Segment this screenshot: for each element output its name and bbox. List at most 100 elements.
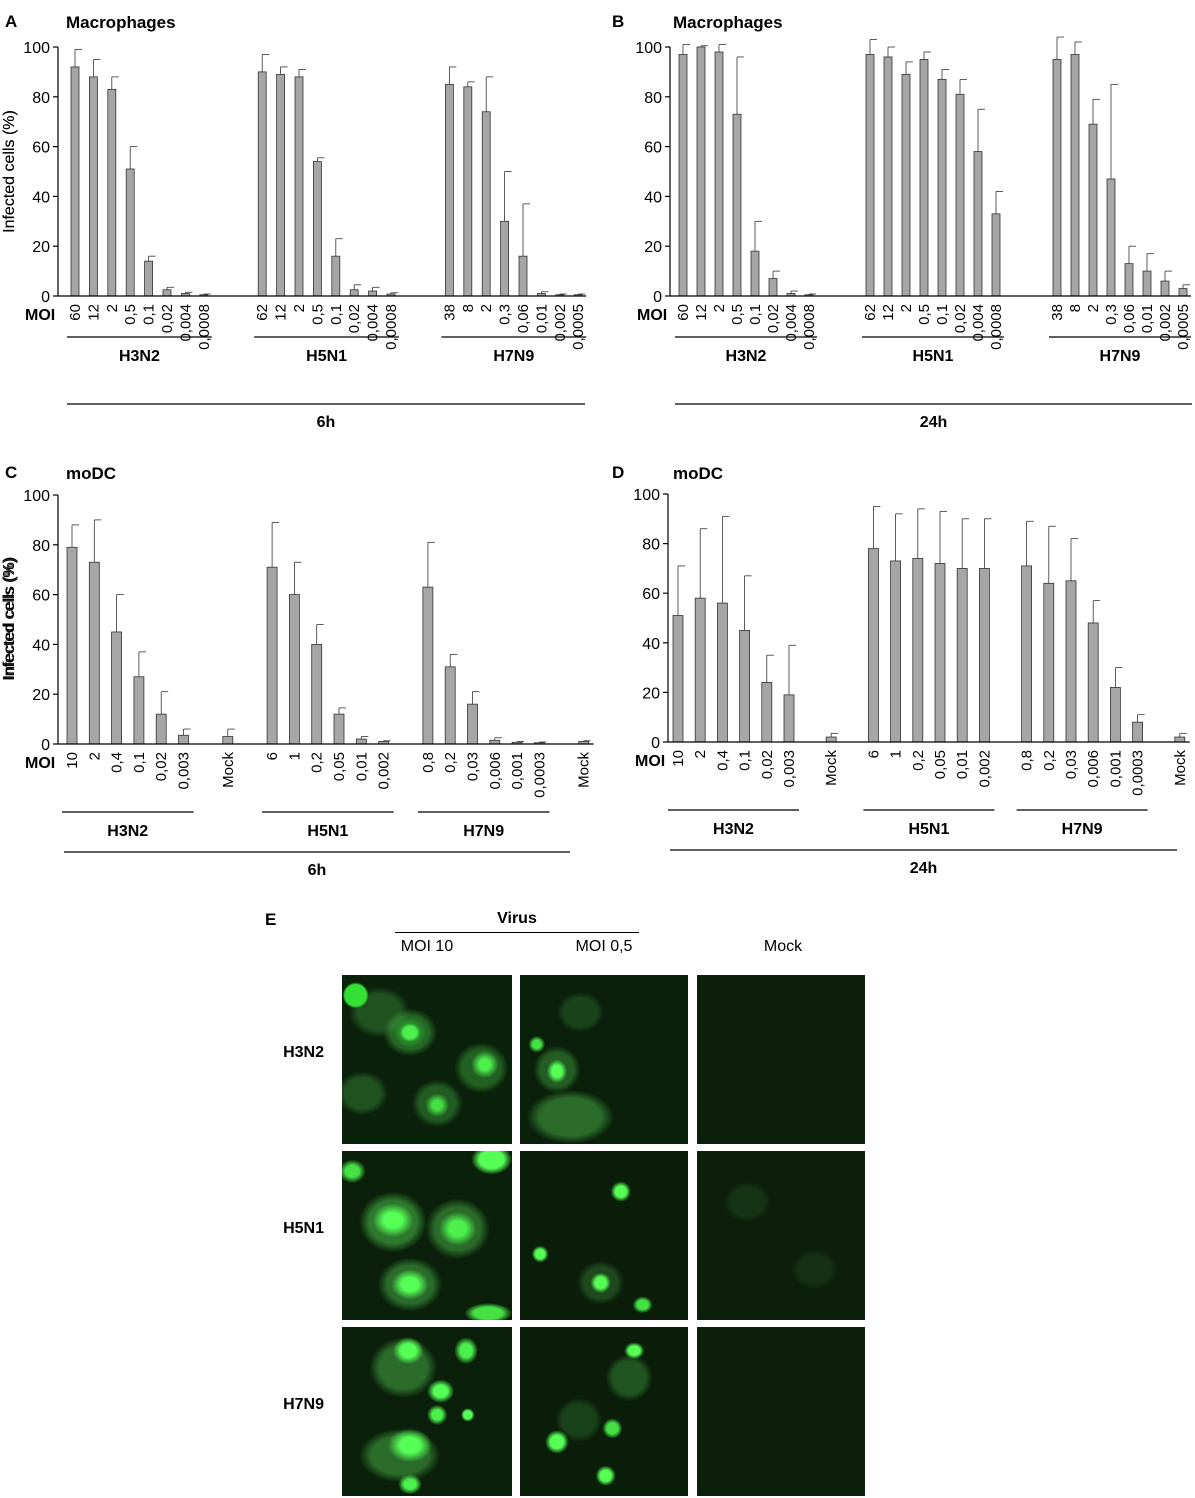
x-tick-label: 0,4 (714, 750, 731, 771)
panel-letter: A (5, 12, 17, 31)
micrograph-h5n1-moi05 (520, 1151, 688, 1320)
y-axis-label: Infected cells (%) (1, 558, 18, 681)
x-tick-label: 2 (291, 304, 308, 312)
x-tick-label: 62 (862, 304, 879, 321)
bar (714, 51, 724, 297)
x-tick-label: 6 (264, 752, 281, 760)
x-tick-label: 0,03 (1063, 750, 1080, 779)
x-tick-label: 0,02 (759, 750, 776, 779)
x-tick-label: 60 (675, 304, 692, 321)
bar (155, 713, 167, 745)
x-tick-label: 0,004 (177, 304, 194, 342)
x-tick-label: 10 (64, 752, 81, 769)
bar (717, 602, 728, 743)
y-axis-label: Infected cells (%) (1, 110, 18, 233)
x-tick-label: 0,001 (1107, 750, 1124, 788)
y-tick-label: 80 (642, 537, 660, 554)
moi-label: MOI (25, 307, 55, 324)
bar (750, 250, 760, 297)
bar (467, 703, 478, 745)
bar (1088, 123, 1098, 297)
row-label-h7n9: H7N9 (283, 1396, 324, 1413)
bar (107, 88, 117, 297)
x-tick-label: 2 (86, 752, 103, 760)
x-tick-label: 0,4 (109, 752, 126, 773)
group-label: H5N1 (306, 348, 347, 365)
column-label-moi05: MOI 0,5 (575, 938, 633, 955)
bar (1178, 288, 1188, 297)
x-tick-label: 0,002 (976, 750, 993, 788)
bar (1106, 178, 1116, 297)
bar (311, 644, 323, 745)
bar (934, 563, 946, 743)
micrograph-h7n9-moi05 (520, 1327, 688, 1496)
bar (1021, 565, 1032, 743)
y-tick-label: 80 (32, 538, 50, 555)
panel-letter: D (612, 463, 624, 482)
bar (1132, 721, 1143, 743)
x-tick-label: Mock (576, 752, 593, 788)
y-tick-label: 40 (644, 189, 662, 206)
x-tick-label: 62 (254, 304, 271, 321)
bar (1065, 580, 1077, 743)
x-tick-label: 0,004 (970, 304, 987, 342)
x-tick-label: 0,003 (781, 750, 798, 788)
bar (761, 682, 773, 743)
x-tick-label: 0,5 (916, 304, 933, 325)
x-tick-label: 0,01 (1139, 304, 1156, 333)
x-tick-label: 0,2 (309, 752, 326, 773)
y-tick-label: 20 (32, 687, 50, 704)
bar (1043, 582, 1055, 743)
virus-header-line (395, 932, 639, 933)
x-tick-label: 10 (670, 750, 687, 767)
x-tick-label: 0,0005 (570, 304, 587, 350)
bar (1110, 687, 1121, 743)
time-label: 24h (910, 860, 938, 877)
group-label: H5N1 (908, 821, 949, 838)
x-tick-label: Mock (1172, 750, 1189, 786)
x-tick-label: 0,1 (328, 304, 345, 325)
y-tick-label: 60 (32, 588, 50, 605)
group-label: H3N2 (107, 823, 148, 840)
bar (162, 289, 172, 297)
group-label: H3N2 (119, 348, 160, 365)
y-tick-label: 40 (642, 636, 660, 653)
bar (1142, 270, 1152, 297)
bar (125, 168, 135, 297)
x-tick-label: 0,0008 (988, 304, 1005, 350)
panel-title: moDC (673, 464, 723, 483)
x-tick-label: 0,1 (131, 752, 148, 773)
bar (463, 86, 473, 297)
x-tick-label: 0,002 (376, 752, 393, 790)
bar (133, 676, 145, 745)
bar (1087, 622, 1099, 743)
x-tick-label: 38 (1049, 304, 1066, 321)
y-tick-label: 40 (32, 189, 50, 206)
bar (333, 713, 345, 745)
x-tick-label: 0,02 (346, 304, 363, 333)
x-tick-label: 0,0008 (196, 304, 213, 350)
moi-label: MOI (637, 307, 667, 324)
bar (276, 73, 286, 297)
column-label-moi10: MOI 10 (400, 938, 454, 955)
bar (1052, 59, 1062, 297)
x-tick-label: Mock (220, 752, 237, 788)
bar (1070, 54, 1080, 297)
bar (88, 561, 100, 745)
group-label: H7N9 (463, 823, 504, 840)
y-tick-label: 60 (642, 586, 660, 603)
x-tick-label: 0,06 (515, 304, 532, 333)
y-tick-label: 80 (32, 90, 50, 107)
bar (901, 73, 911, 297)
x-tick-label: 2 (478, 304, 495, 312)
y-tick-label: 100 (23, 40, 50, 57)
group-label: H7N9 (1100, 348, 1141, 365)
micrograph-h5n1-moi10 (342, 1151, 512, 1320)
y-axis-label: Infected cells (%) (1, 110, 18, 233)
group-label: H5N1 (307, 823, 348, 840)
y-tick-label: 60 (644, 140, 662, 157)
group-label: H3N2 (726, 348, 767, 365)
x-tick-label: 0,06 (1121, 304, 1138, 333)
bar (331, 255, 341, 297)
y-tick-label: 40 (32, 637, 50, 654)
